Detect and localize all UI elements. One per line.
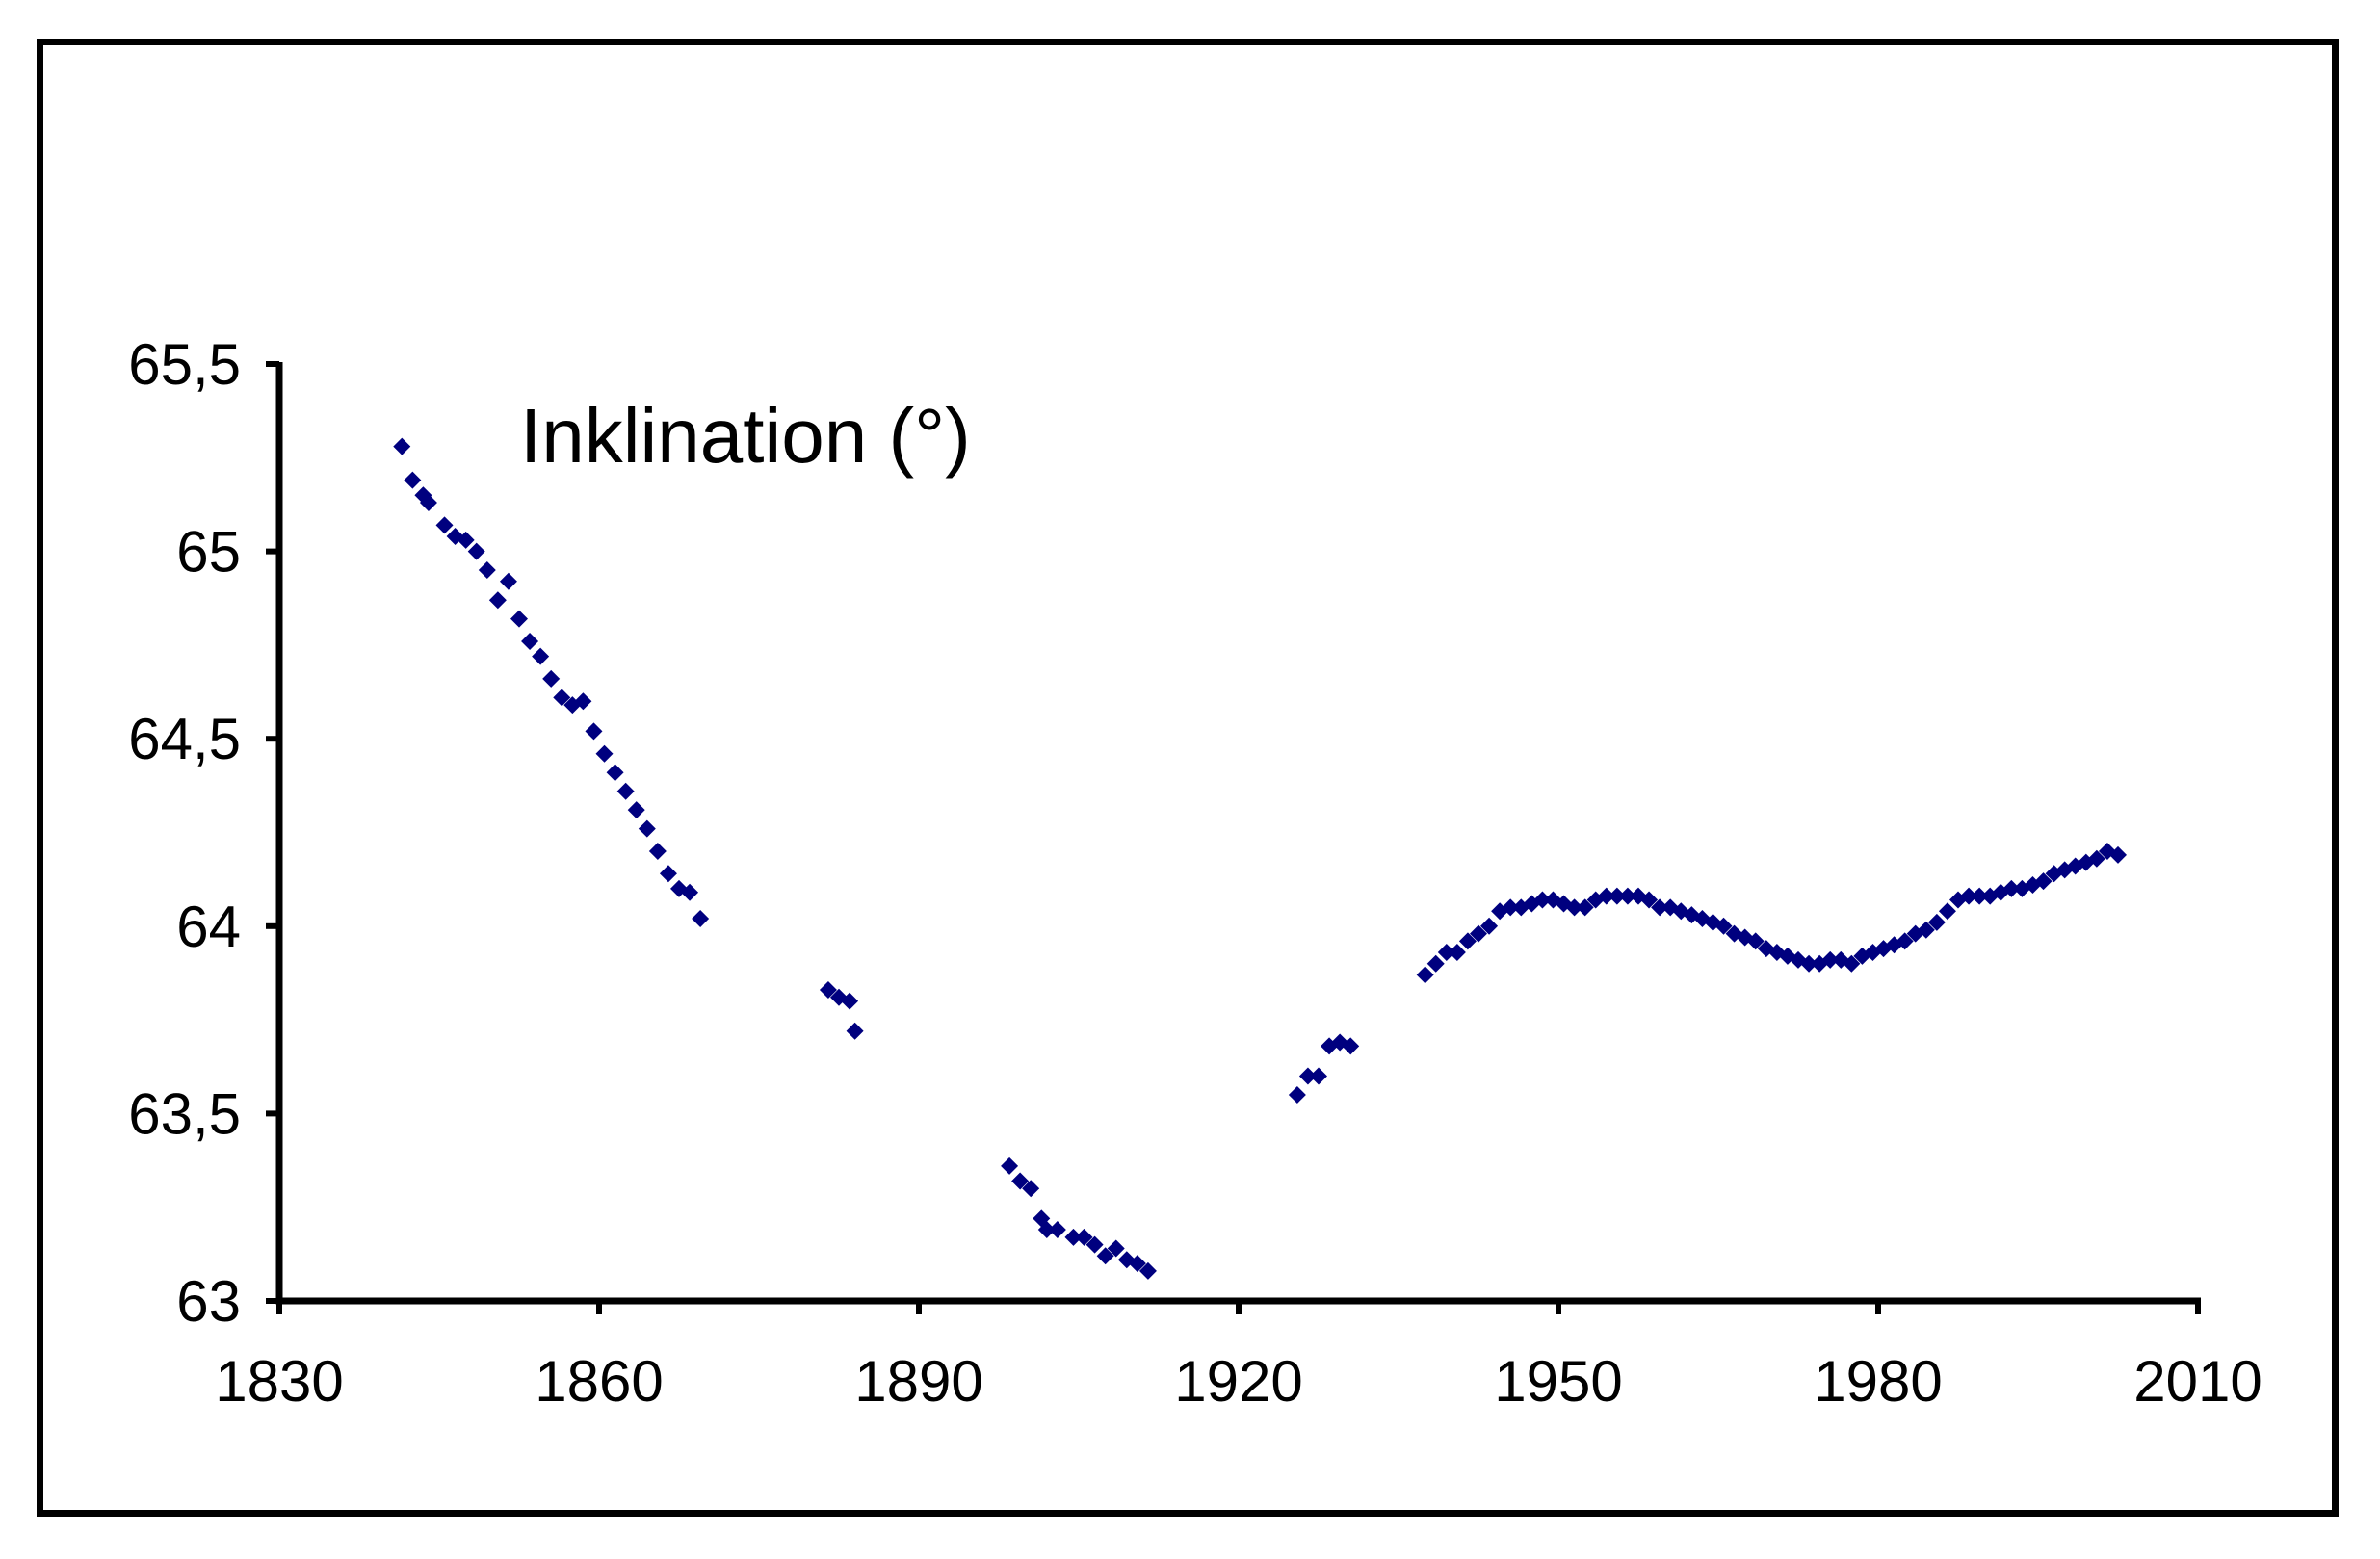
data-point — [1917, 921, 1935, 939]
data-point — [1714, 917, 1733, 935]
data-point — [1608, 887, 1626, 905]
data-point — [627, 801, 645, 819]
chart-frame — [37, 39, 2339, 1517]
data-point — [1896, 932, 1914, 950]
data-point — [499, 572, 517, 590]
data-point — [1565, 898, 1583, 917]
y-tick-label: 63 — [176, 1269, 241, 1334]
data-point — [648, 842, 667, 860]
data-point — [532, 647, 550, 665]
data-point — [1480, 917, 1499, 935]
data-point — [1288, 1085, 1306, 1104]
x-tick-label: 1890 — [854, 1349, 982, 1414]
x-tick-label: 1980 — [1814, 1349, 1942, 1414]
data-point — [1128, 1255, 1146, 1273]
data-point — [1618, 887, 1636, 905]
data-point — [1342, 1037, 1360, 1055]
data-point — [2002, 879, 2021, 897]
data-point — [1298, 1067, 1317, 1085]
y-tick-label: 64,5 — [128, 707, 241, 771]
y-tick-label: 65 — [176, 520, 241, 585]
x-axis-ticks: 1830 1860 1890 1920 1950 1980 2010 — [215, 1301, 2262, 1414]
data-point — [1800, 954, 1818, 973]
data-point — [404, 471, 422, 489]
data-point — [1576, 898, 1594, 917]
data-point — [1746, 932, 1765, 950]
data-point — [1502, 898, 1520, 917]
data-point — [1107, 1239, 1125, 1258]
data-point — [553, 689, 571, 707]
data-point — [1426, 954, 1445, 973]
data-point — [1064, 1228, 1083, 1246]
data-point — [1640, 891, 1659, 909]
y-tick-label: 65,5 — [128, 332, 241, 397]
data-point — [1310, 1067, 1327, 1085]
data-point — [1470, 924, 1487, 943]
data-point — [585, 722, 603, 741]
data-point — [435, 516, 454, 534]
chart-title: Inklination (°) — [520, 393, 971, 479]
data-point — [1011, 1172, 1030, 1190]
y-tick-label: 64 — [176, 895, 241, 959]
data-point — [393, 437, 411, 455]
data-point — [638, 819, 656, 838]
data-point — [1437, 944, 1455, 962]
data-point — [488, 591, 507, 610]
data-point — [659, 865, 677, 883]
data-points — [393, 437, 2127, 1280]
data-point — [1938, 902, 1956, 921]
data-point — [846, 1022, 864, 1040]
data-point — [478, 561, 496, 580]
data-point — [681, 883, 699, 901]
data-point — [2034, 872, 2053, 891]
data-point — [841, 992, 859, 1010]
data-point — [2109, 845, 2127, 864]
x-tick-label: 1950 — [1494, 1349, 1622, 1414]
x-tick-label: 1920 — [1174, 1349, 1302, 1414]
data-point — [2087, 849, 2105, 868]
data-point — [1960, 887, 1978, 905]
data-point — [419, 494, 437, 512]
data-point — [1533, 891, 1552, 909]
data-point — [1138, 1261, 1157, 1280]
data-point — [819, 980, 837, 999]
data-point — [1448, 944, 1466, 962]
x-tick-label: 1860 — [535, 1349, 663, 1414]
data-point — [1843, 954, 1861, 973]
data-point — [1075, 1228, 1093, 1246]
data-point — [616, 782, 635, 800]
data-point — [510, 610, 528, 628]
data-point — [1821, 950, 1840, 969]
data-point — [467, 542, 485, 560]
data-point — [692, 910, 710, 928]
data-point — [1085, 1235, 1104, 1254]
data-point — [521, 633, 539, 651]
y-axis-ticks: 63 63,5 64 64,5 65 65,5 — [128, 332, 279, 1334]
data-point — [1037, 1221, 1056, 1239]
data-point — [1416, 966, 1434, 984]
data-point — [1001, 1156, 1019, 1175]
data-point — [1597, 887, 1615, 905]
y-tick-label: 63,5 — [128, 1081, 241, 1146]
x-tick-label: 1830 — [215, 1349, 343, 1414]
data-point — [574, 692, 592, 711]
data-point — [1458, 932, 1477, 950]
data-point — [1971, 887, 1989, 905]
data-point — [1096, 1247, 1114, 1265]
data-point — [457, 531, 475, 549]
data-point — [595, 744, 614, 763]
data-point — [1651, 898, 1669, 917]
data-point — [1927, 913, 1946, 931]
data-point — [1048, 1221, 1066, 1239]
data-point — [606, 764, 624, 782]
data-point — [1022, 1180, 1040, 1198]
x-tick-label: 2010 — [2133, 1349, 2262, 1414]
axes — [275, 362, 2201, 1305]
data-point — [542, 669, 561, 688]
